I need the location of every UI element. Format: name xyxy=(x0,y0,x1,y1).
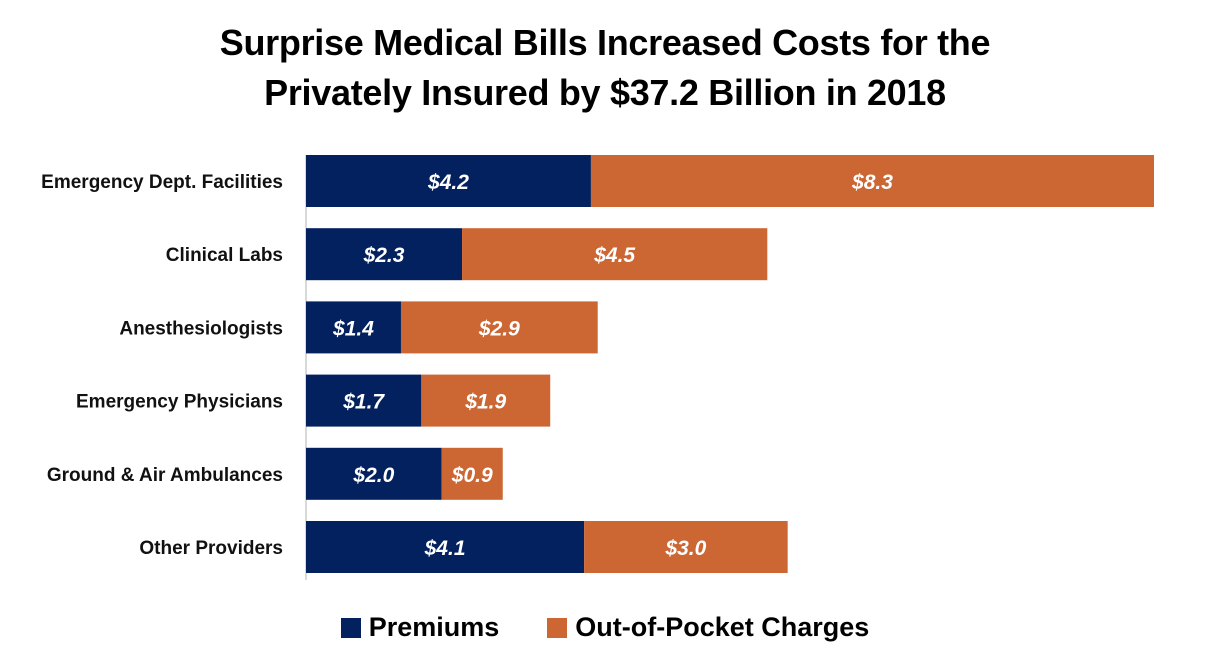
data-label-premiums-emergency-physicians: $1.7 xyxy=(342,391,385,414)
legend-label-out-of-pocket: Out-of-Pocket Charges xyxy=(575,612,870,642)
data-label-premiums-emergency-dept-facilities: $4.2 xyxy=(427,171,469,194)
data-label-premiums-other-providers: $4.1 xyxy=(424,537,466,560)
category-label-other-providers: Other Providers xyxy=(139,538,283,559)
bar-premiums-clinical-labs xyxy=(306,228,463,281)
chart-title-line-2: Privately Insured by $37.2 Billion in 20… xyxy=(264,72,946,113)
data-label-out-of-pocket-charges-other-providers: $3.0 xyxy=(664,537,706,560)
data-label-out-of-pocket-charges-clinical-labs: $4.5 xyxy=(593,244,635,267)
data-label-premiums-clinical-labs: $2.3 xyxy=(363,244,405,267)
category-label-ground-air-ambulances: Ground & Air Ambulances xyxy=(47,465,283,486)
bar-out-of-pocket-charges-ground-air-ambulances xyxy=(441,447,503,500)
bar-out-of-pocket-charges-emergency-physicians xyxy=(421,374,551,427)
bar-premiums-other-providers xyxy=(306,521,585,573)
bar-out-of-pocket-charges-emergency-dept-facilities xyxy=(590,155,1154,207)
data-label-out-of-pocket-charges-emergency-physicians: $1.9 xyxy=(464,391,506,414)
legend-item-out-of-pocket: Out-of-Pocket Charges xyxy=(547,612,869,643)
legend: Premiums Out-of-Pocket Charges xyxy=(0,612,1210,643)
chart-title-line-1: Surprise Medical Bills Increased Costs f… xyxy=(219,22,991,63)
bars-group: Emergency Dept. Facilities $4.2 $8.3 Clinic… xyxy=(41,155,1154,573)
data-label-out-of-pocket-charges-emergency-dept-facilities: $8.3 xyxy=(851,171,893,194)
legend-label-premiums: Premiums xyxy=(368,612,500,642)
data-label-premiums-ground-air-ambulances: $2.0 xyxy=(352,464,394,487)
bar-premiums-anesthesiologists xyxy=(306,301,401,354)
category-label-anesthesiologists: Anesthesiologists xyxy=(119,318,283,339)
category-label-clinical-labs: Clinical Labs xyxy=(166,245,283,266)
chart-title: Surprise Medical Bills Increased Costs f… xyxy=(0,18,1210,118)
bar-premiums-emergency-physicians xyxy=(306,374,422,427)
category-label-emergency-physicians: Emergency Physicians xyxy=(76,392,283,413)
category-label-emergency-dept-facilities: Emergency Dept. Facilities xyxy=(41,172,283,193)
legend-item-premiums: Premiums xyxy=(340,612,500,643)
bar-out-of-pocket-charges-anesthesiologists xyxy=(400,301,598,354)
data-label-premiums-anesthesiologists: $1.4 xyxy=(332,317,374,340)
bar-premiums-ground-air-ambulances xyxy=(306,447,442,500)
legend-swatch-premiums xyxy=(340,617,361,638)
bar-premiums-emergency-dept-facilities xyxy=(306,155,591,207)
data-label-out-of-pocket-charges-ground-air-ambulances: $0.9 xyxy=(451,464,493,487)
data-label-out-of-pocket-charges-anesthesiologists: $2.9 xyxy=(478,317,520,340)
bar-out-of-pocket-charges-other-providers xyxy=(584,521,788,573)
legend-swatch-out-of-pocket xyxy=(547,617,568,638)
bar-out-of-pocket-charges-clinical-labs xyxy=(462,228,768,281)
